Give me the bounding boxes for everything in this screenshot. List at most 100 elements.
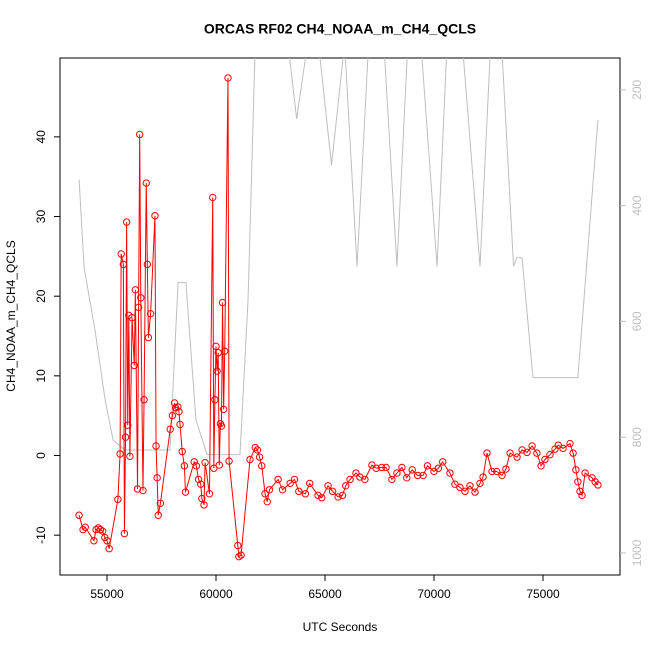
data-point — [90, 537, 98, 545]
y2-tick-label: 600 — [630, 311, 644, 331]
y2-tick-label: 400 — [630, 195, 644, 215]
data-point — [124, 421, 132, 429]
x-tick-label: 60000 — [199, 587, 233, 601]
y-tick-label: -10 — [34, 526, 48, 544]
data-point — [154, 511, 162, 519]
data-point — [235, 552, 243, 561]
data-point — [408, 466, 416, 474]
data-point — [119, 260, 128, 269]
data-point — [513, 453, 521, 461]
data-point — [121, 433, 130, 441]
data-point — [218, 298, 227, 307]
data-point — [212, 342, 220, 351]
y2-tick-label: 1000 — [630, 539, 644, 566]
data-point — [137, 294, 145, 302]
data-point — [139, 486, 147, 495]
data-point — [92, 525, 100, 534]
data-point — [192, 462, 201, 470]
data-point — [253, 446, 262, 454]
data-point — [114, 495, 122, 504]
data-point — [175, 407, 183, 416]
series-line — [78, 58, 599, 456]
data-point — [352, 469, 360, 477]
data-point — [372, 464, 380, 472]
x-tick-label: 65000 — [308, 587, 342, 601]
data-point — [75, 511, 83, 519]
data-point — [523, 448, 531, 457]
data-point — [466, 482, 474, 490]
data-point — [81, 523, 89, 531]
data-point — [439, 458, 447, 466]
data-point — [221, 347, 229, 355]
data-point — [388, 475, 396, 484]
data-point — [140, 396, 148, 404]
data-point — [152, 442, 160, 450]
x-tick-label: 70000 — [417, 587, 451, 601]
data-point — [128, 313, 136, 322]
plot-area — [75, 58, 602, 561]
data-point — [328, 487, 337, 496]
data-point — [136, 130, 144, 139]
data-point — [318, 494, 326, 502]
data-point — [176, 420, 184, 429]
data-point — [324, 482, 332, 490]
data-point — [461, 487, 469, 496]
data-point — [214, 349, 222, 357]
y-tick-label: 0 — [34, 452, 48, 459]
data-point — [142, 179, 150, 187]
data-point — [131, 286, 140, 294]
data-point — [117, 250, 125, 258]
y-tick-label: 10 — [34, 369, 48, 383]
data-point — [96, 525, 105, 534]
y-tick-label: 40 — [34, 130, 48, 144]
data-point — [190, 458, 198, 466]
data-point — [419, 471, 427, 480]
data-point — [569, 449, 577, 457]
data-point — [278, 486, 287, 494]
data-point — [446, 469, 454, 477]
data-point — [166, 425, 174, 433]
data-point — [274, 475, 282, 484]
data-point — [143, 260, 152, 269]
data-point — [122, 218, 131, 226]
data-point — [403, 474, 411, 482]
data-point — [213, 367, 221, 375]
data-point — [502, 465, 510, 473]
data-point — [533, 449, 541, 457]
data-point — [194, 475, 203, 484]
data-point — [594, 481, 602, 489]
data-point — [382, 463, 390, 472]
data-point — [541, 455, 549, 464]
data-point — [566, 439, 574, 448]
data-point — [559, 444, 567, 453]
data-point — [456, 483, 464, 492]
y-axis-label: CH4_NOAA_m_CH4_QCLS — [4, 240, 18, 391]
data-point — [413, 471, 422, 480]
data-point — [105, 545, 113, 553]
data-point — [255, 453, 264, 461]
data-point — [546, 451, 554, 459]
data-point — [574, 478, 582, 486]
data-point — [217, 422, 226, 430]
y2-tick-label: 800 — [630, 427, 644, 447]
x-tick-label: 75000 — [526, 587, 560, 601]
data-point — [219, 405, 228, 414]
data-point — [261, 490, 269, 498]
data-point — [126, 452, 134, 461]
data-point — [258, 462, 266, 470]
data-point — [393, 469, 401, 477]
data-point — [476, 479, 484, 488]
data-point — [423, 462, 432, 470]
data-point — [488, 467, 496, 476]
data-point — [286, 479, 294, 488]
data-point — [178, 447, 186, 456]
data-point — [581, 469, 589, 477]
data-point — [479, 473, 487, 481]
chart-title: ORCAS RF02 CH4_NOAA_m_CH4_QCLS — [204, 21, 476, 37]
data-point — [342, 482, 350, 490]
data-point — [79, 525, 87, 534]
data-point — [198, 494, 206, 503]
data-point — [144, 333, 153, 342]
data-point — [120, 529, 129, 538]
data-point — [209, 193, 217, 202]
